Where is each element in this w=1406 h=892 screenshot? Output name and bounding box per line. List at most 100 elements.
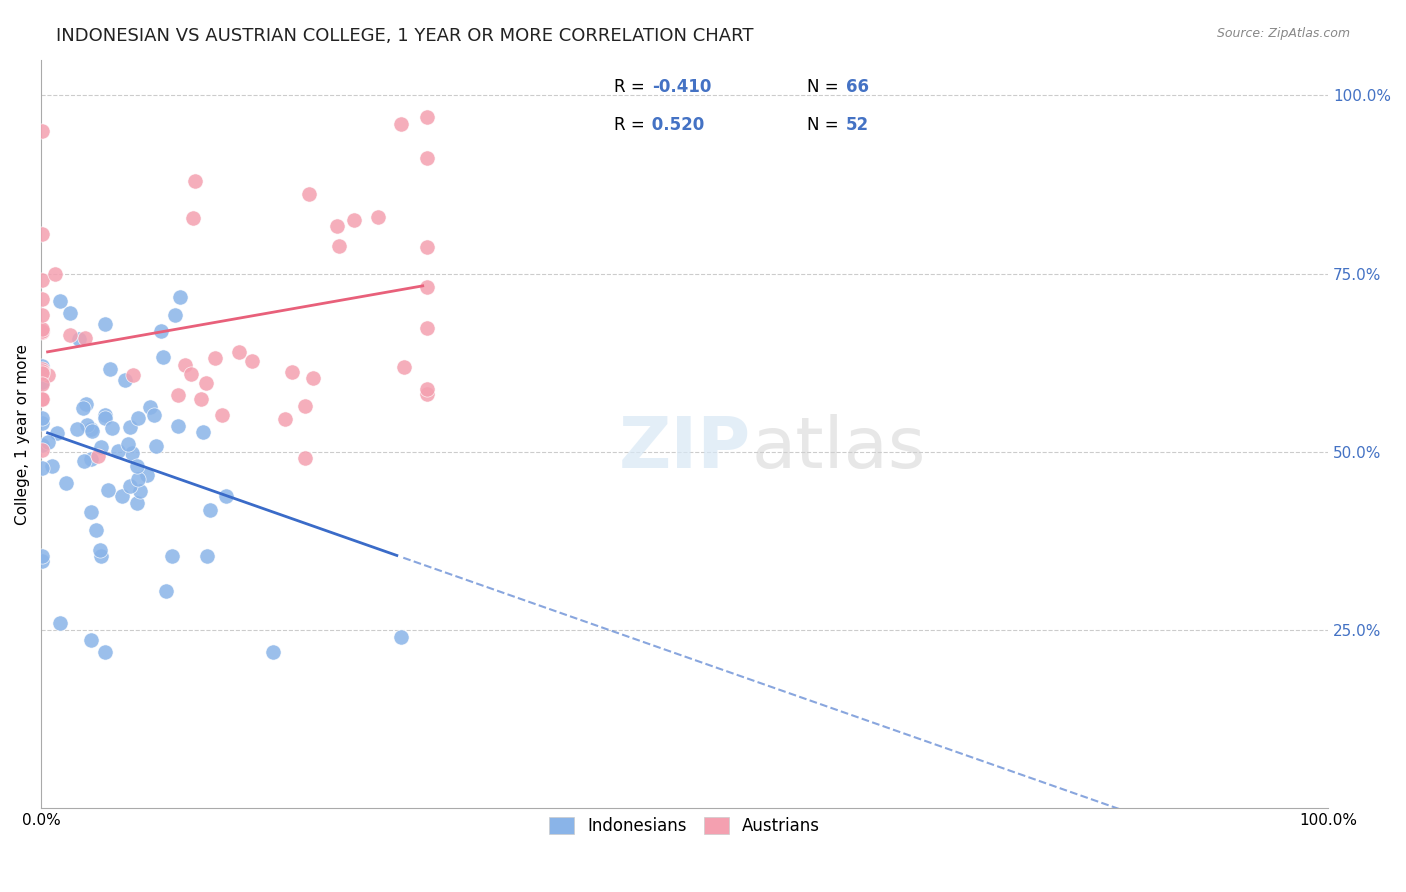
Text: atlas: atlas [752, 415, 927, 483]
Point [129, 483, 152, 498]
Point [31, 392, 53, 406]
Point [416, 151, 439, 165]
Y-axis label: College, 1 year or more: College, 1 year or more [15, 343, 30, 524]
Point [174, 358, 197, 372]
Point [118, 420, 141, 434]
Point [31, 322, 53, 336]
Point [79, 505, 101, 519]
Point [80, 422, 103, 436]
Point [84, 523, 107, 537]
Point [228, 344, 250, 359]
Point [37, 434, 59, 449]
Point [107, 444, 129, 458]
Point [167, 388, 190, 402]
Point [31, 273, 53, 287]
Point [94, 317, 117, 331]
Point [190, 392, 212, 407]
Point [86, 450, 108, 464]
Point [97, 483, 120, 497]
Point [169, 290, 191, 304]
Point [31, 359, 53, 373]
Point [41, 459, 63, 474]
Point [125, 496, 148, 510]
Point [150, 324, 173, 338]
Point [193, 425, 215, 439]
Point [59, 306, 82, 320]
Point [214, 490, 236, 504]
Text: -0.410: -0.410 [652, 78, 711, 96]
Point [80, 632, 103, 647]
Point [31, 292, 53, 306]
Point [274, 411, 297, 425]
Point [75, 397, 97, 411]
Point [198, 503, 221, 517]
Point [94, 644, 117, 658]
Point [139, 400, 162, 414]
Point [162, 549, 184, 563]
Point [46, 425, 69, 440]
Point [394, 359, 416, 374]
Point [31, 411, 53, 425]
Point [37, 368, 59, 383]
Point [67, 332, 90, 346]
Point [55, 476, 77, 491]
Text: 0.520: 0.520 [645, 116, 704, 134]
Point [180, 367, 202, 381]
Point [90, 549, 112, 563]
Point [49, 615, 72, 630]
Point [298, 187, 321, 202]
Point [391, 630, 413, 644]
Point [31, 227, 53, 241]
Text: R =: R = [614, 78, 650, 96]
Text: ZIP: ZIP [619, 415, 751, 483]
Point [72, 454, 94, 468]
Point [142, 408, 165, 422]
Point [31, 392, 53, 406]
Point [184, 173, 207, 187]
Point [98, 361, 121, 376]
Point [152, 350, 174, 364]
Point [31, 366, 53, 380]
Point [367, 211, 389, 225]
Point [94, 409, 117, 423]
Point [416, 321, 439, 335]
Point [242, 353, 264, 368]
Point [416, 240, 439, 254]
Point [31, 438, 53, 452]
Text: R =: R = [614, 116, 650, 134]
Point [31, 325, 53, 339]
Legend: Indonesians, Austrians: Indonesians, Austrians [540, 807, 830, 845]
Point [80, 424, 103, 438]
Point [72, 401, 94, 415]
Point [31, 376, 53, 391]
Point [31, 324, 53, 338]
Point [391, 117, 413, 131]
Point [48, 293, 70, 308]
Text: INDONESIAN VS AUSTRIAN COLLEGE, 1 YEAR OR MORE CORRELATION CHART: INDONESIAN VS AUSTRIAN COLLEGE, 1 YEAR O… [56, 27, 754, 45]
Point [31, 376, 53, 390]
Point [31, 554, 53, 568]
Point [66, 422, 89, 436]
Point [136, 467, 159, 482]
Point [294, 399, 316, 413]
Point [111, 489, 134, 503]
Point [281, 365, 304, 379]
Point [416, 110, 439, 124]
Point [122, 368, 145, 383]
Point [181, 211, 204, 225]
Text: Source: ZipAtlas.com: Source: ZipAtlas.com [1216, 27, 1350, 40]
Point [302, 370, 325, 384]
Point [204, 351, 226, 365]
Point [44, 268, 66, 282]
Point [31, 362, 53, 376]
Point [328, 239, 350, 253]
Point [294, 451, 316, 466]
Point [155, 584, 177, 599]
Point [31, 442, 53, 457]
Point [416, 386, 439, 401]
Point [76, 418, 98, 433]
Point [31, 461, 53, 475]
Point [127, 472, 149, 486]
Text: 66: 66 [845, 78, 869, 96]
Point [80, 451, 103, 466]
